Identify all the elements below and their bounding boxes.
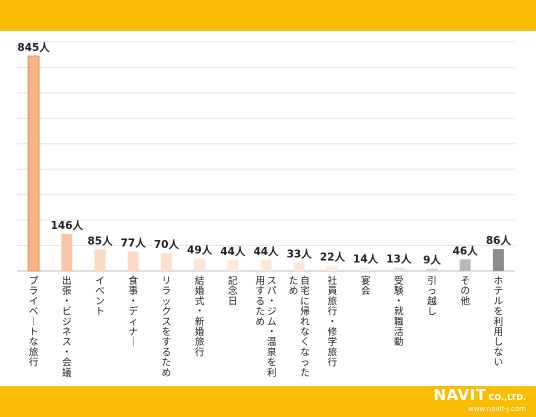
- logo-url: www.navit-j.com: [468, 405, 526, 413]
- top-banner: [0, 0, 536, 31]
- logo-suffix: CO.,LTD.: [488, 393, 526, 402]
- bar: [326, 265, 338, 271]
- category-label: その他: [460, 276, 470, 307]
- category-label: 自宅に帰れなくなったため: [289, 275, 311, 379]
- svg-text:社員旅行・修学旅行: 社員旅行・修学旅行: [328, 275, 338, 369]
- bar: [61, 233, 73, 271]
- value-label: 14人: [353, 252, 379, 265]
- value-label: 146人: [51, 219, 84, 232]
- svg-text:リラックスをするため: リラックスをするため: [162, 276, 172, 379]
- bar: [393, 267, 405, 271]
- bar: [160, 253, 172, 271]
- value-label: 9人: [423, 254, 441, 267]
- category-label: 引っ越し: [427, 276, 437, 318]
- svg-text:受験・就職活動: 受験・就職活動: [394, 275, 404, 348]
- value-label: 44人: [253, 245, 279, 258]
- category-label: 記念日: [228, 275, 238, 307]
- category-label: 出張・ビジネス・会議: [62, 275, 72, 379]
- bottom-banner: [0, 386, 536, 417]
- bar: [27, 55, 40, 272]
- value-label: 86人: [486, 234, 512, 247]
- svg-text:スパ・ジム・温泉を利用するため: スパ・ジム・温泉を利用するため: [255, 276, 277, 379]
- value-label: 13人: [386, 253, 412, 266]
- svg-text:記念日: 記念日: [228, 275, 238, 307]
- svg-text:食事・ディナ｜: 食事・ディナ｜: [128, 275, 138, 348]
- bar: [426, 268, 438, 271]
- company-logo: NAVIT CO.,LTD. www.navit-j.com: [433, 388, 526, 414]
- svg-text:イベント: イベント: [95, 276, 105, 318]
- category-label: リラックスをするため: [162, 276, 172, 379]
- bar: [127, 251, 139, 271]
- category-label: 食事・ディナ｜: [128, 275, 138, 348]
- value-label: 70人: [154, 238, 180, 251]
- svg-text:出張・ビジネス・会議: 出張・ビジネス・会議: [62, 275, 72, 379]
- category-label: 社員旅行・修学旅行: [328, 275, 338, 369]
- category-label: 宴会: [361, 275, 371, 297]
- bar: [492, 249, 504, 271]
- category-label: ホテルを利用しない: [494, 276, 504, 369]
- value-label: 46人: [453, 244, 479, 257]
- value-label: 845人: [17, 41, 50, 54]
- bars: [27, 55, 504, 272]
- bar: [227, 259, 239, 271]
- value-label: 44人: [220, 245, 246, 258]
- svg-text:宴会: 宴会: [361, 275, 371, 297]
- svg-text:プライベ｜トな旅行: プライベ｜トな旅行: [29, 276, 39, 369]
- gridlines: [17, 41, 515, 272]
- bar: [459, 259, 471, 271]
- value-label: 49人: [187, 244, 213, 257]
- logo-name: NAVIT: [433, 386, 487, 404]
- category-label: 結婚式・新婚旅行: [195, 275, 205, 358]
- value-label: 33人: [287, 248, 313, 261]
- bar: [360, 267, 372, 271]
- category-label: イベント: [95, 276, 105, 318]
- category-label: 受験・就職活動: [394, 275, 404, 348]
- bar: [94, 249, 106, 271]
- category-labels: プライベ｜トな旅行 出張・ビジネス・会議 イベント 食事・ディナ｜ リラックスをするため…: [29, 275, 504, 379]
- category-label: プライベ｜トな旅行: [29, 276, 39, 369]
- bar: [194, 258, 206, 271]
- value-label: 77人: [121, 236, 147, 249]
- value-label: 22人: [320, 250, 346, 263]
- bar: [293, 262, 305, 271]
- svg-text:ホテルを利用しない: ホテルを利用しない: [494, 276, 504, 369]
- svg-text:結婚式・新婚旅行: 結婚式・新婚旅行: [195, 275, 205, 358]
- svg-text:自宅に帰れなくなったため: 自宅に帰れなくなったため: [289, 275, 311, 379]
- bar: [260, 259, 272, 271]
- svg-text:引っ越し: 引っ越し: [427, 276, 437, 318]
- value-label: 85人: [87, 234, 113, 247]
- category-label: スパ・ジム・温泉を利用するため: [255, 276, 277, 379]
- svg-text:その他: その他: [460, 276, 470, 307]
